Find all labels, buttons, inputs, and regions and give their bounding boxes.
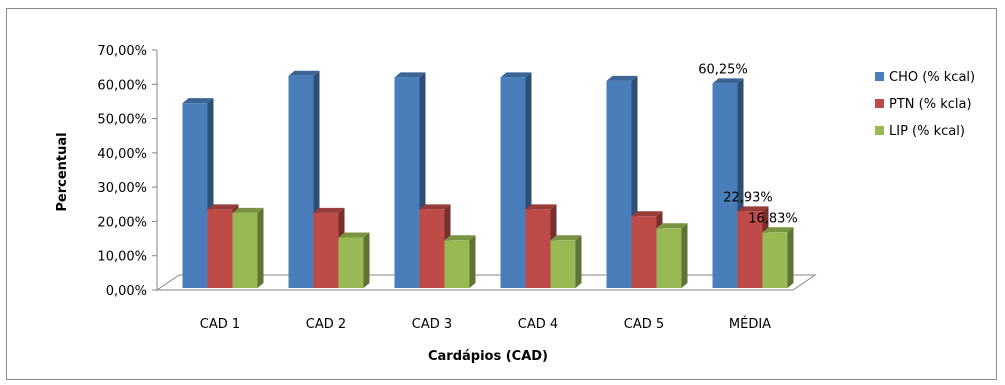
y-tick-label: 40,00%: [97, 147, 147, 162]
bar-top: [444, 235, 476, 241]
y-tick-label: 30,00%: [97, 181, 147, 196]
bar-side: [469, 235, 476, 288]
x-tick-label: CAD 3: [412, 317, 452, 332]
bar-front: [606, 80, 632, 288]
axes: 0,00% 10,00% 20,00% 30,00% 40,00% 50,00% 60,00…: [97, 44, 817, 332]
bar-top: [288, 70, 320, 76]
bar-side: [575, 235, 582, 288]
bar-front: [444, 240, 470, 288]
y-tick-label: 10,00%: [97, 250, 147, 265]
bar-top: [656, 223, 688, 229]
bar-top: [525, 204, 557, 210]
bar-top: [606, 75, 638, 81]
bar-front: [394, 77, 420, 288]
bar-2-2: [444, 235, 476, 288]
bar-top: [550, 235, 582, 241]
bar-top: [394, 72, 426, 78]
bar-3-2: [550, 235, 582, 288]
bar-front: [232, 212, 258, 288]
bar-2-1: [419, 204, 451, 288]
floor-plane: [155, 274, 817, 291]
y-tick-label: 60,00%: [97, 78, 147, 93]
bar-top: [232, 207, 264, 213]
bar-front: [525, 209, 551, 288]
bar-front: [182, 103, 208, 289]
data-label: 22,93%: [723, 190, 773, 205]
bar-top: [500, 72, 532, 78]
bar-front: [550, 240, 576, 288]
x-tick-label: CAD 4: [518, 317, 558, 332]
bar-front: [712, 83, 738, 288]
y-tick-label: 50,00%: [97, 113, 147, 128]
bar-side: [681, 223, 688, 288]
legend-label: PTN (% kcla): [889, 97, 972, 112]
legend-label: LIP (% kcal): [889, 124, 965, 139]
bar-top: [182, 98, 214, 104]
bars: [182, 70, 794, 289]
legend-label: CHO (% kcal): [889, 70, 975, 85]
y-axis-label: Percentual: [55, 132, 70, 211]
bar-side: [363, 232, 370, 288]
bar-side: [257, 207, 264, 288]
bar-5-2: [762, 227, 794, 288]
bar-top: [631, 211, 663, 217]
bar-top: [338, 232, 370, 238]
bar-4-2: [656, 223, 688, 288]
bar-top: [313, 207, 345, 213]
bar-0-2: [232, 207, 264, 288]
bar-front: [313, 212, 339, 288]
legend-swatch: [875, 99, 884, 108]
bar-front: [656, 228, 682, 288]
x-tick-label: MÉDIA: [729, 316, 771, 332]
bar-top: [762, 227, 794, 233]
bar-top: [419, 204, 451, 210]
bar-side: [787, 227, 794, 288]
data-label: 60,25%: [698, 62, 748, 77]
x-tick-label: CAD 2: [306, 317, 346, 332]
bar-top: [712, 78, 744, 84]
bar-1-2: [338, 232, 370, 288]
legend-swatch: [875, 72, 884, 81]
x-axis-label: Cardápios (CAD): [428, 349, 548, 364]
x-tick-label: CAD 1: [200, 317, 240, 332]
bar-2-0: [394, 72, 426, 288]
bar-front: [631, 216, 657, 288]
x-tick-label: CAD 5: [624, 317, 664, 332]
data-label: 16,83%: [748, 211, 798, 226]
bar-top: [737, 206, 769, 212]
bar-front: [419, 209, 445, 288]
legend-swatch: [875, 126, 884, 135]
bar-front: [737, 211, 763, 288]
y-tick-label: 0,00%: [106, 284, 147, 299]
y-tick-label: 70,00%: [97, 44, 147, 59]
bar-top: [207, 204, 239, 210]
bar-front: [207, 209, 233, 288]
bar-front: [500, 77, 526, 288]
data-labels: 60,25% 22,93% 16,83%: [698, 62, 798, 226]
legend: CHO (% kcal) PTN (% kcla) LIP (% kcal): [875, 70, 975, 139]
bar-front: [288, 75, 314, 288]
bar-front: [338, 237, 364, 288]
y-tick-label: 20,00%: [97, 215, 147, 230]
bar-front: [762, 232, 788, 288]
